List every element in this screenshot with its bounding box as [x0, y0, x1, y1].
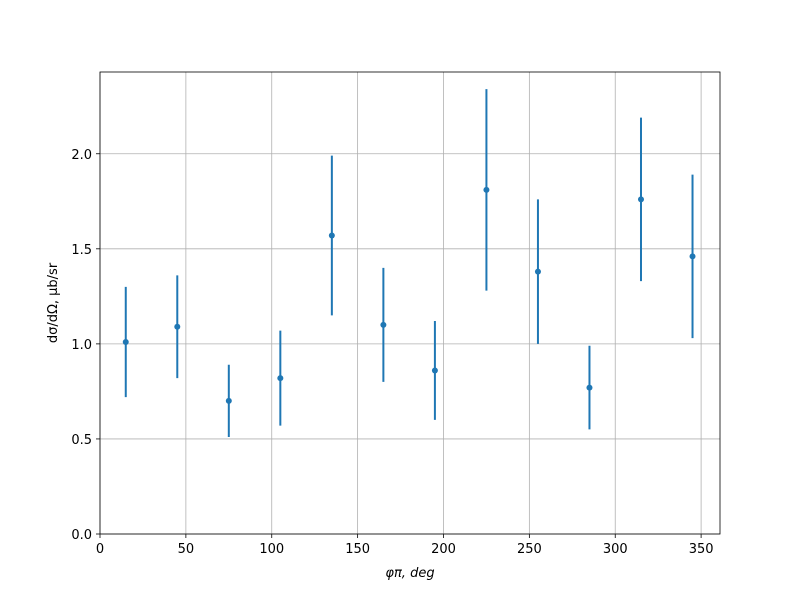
data-point — [483, 186, 490, 193]
x-tick-label: 100 — [259, 542, 284, 557]
y-tick-label: 0.5 — [71, 433, 92, 448]
x-tick-label: 50 — [178, 542, 195, 557]
data-point — [380, 321, 387, 328]
data-point — [328, 232, 335, 239]
data-point — [277, 375, 284, 382]
x-tick-label: 300 — [603, 542, 628, 557]
y-tick-label: 2.0 — [71, 148, 92, 163]
data-point — [534, 268, 541, 275]
data-point — [431, 367, 438, 374]
data-point — [689, 253, 696, 260]
data-point — [586, 384, 593, 391]
data-point — [174, 323, 181, 330]
x-tick-label: 150 — [345, 542, 370, 557]
y-axis-label: dσ/dΩ, μb/sr — [46, 262, 61, 343]
data-point — [225, 397, 232, 404]
y-tick-label: 0.0 — [71, 528, 92, 543]
x-tick-label: 200 — [431, 542, 456, 557]
y-tick-label: 1.5 — [71, 243, 92, 258]
plot-frame — [99, 71, 721, 535]
x-tick-label: 350 — [689, 542, 714, 557]
x-axis-label: φπ, deg — [385, 566, 434, 581]
data-point — [122, 338, 129, 345]
x-tick-label: 250 — [517, 542, 542, 557]
data-point — [637, 196, 644, 203]
y-tick-label: 1.0 — [71, 338, 92, 353]
x-tick-label: 0 — [96, 542, 104, 557]
